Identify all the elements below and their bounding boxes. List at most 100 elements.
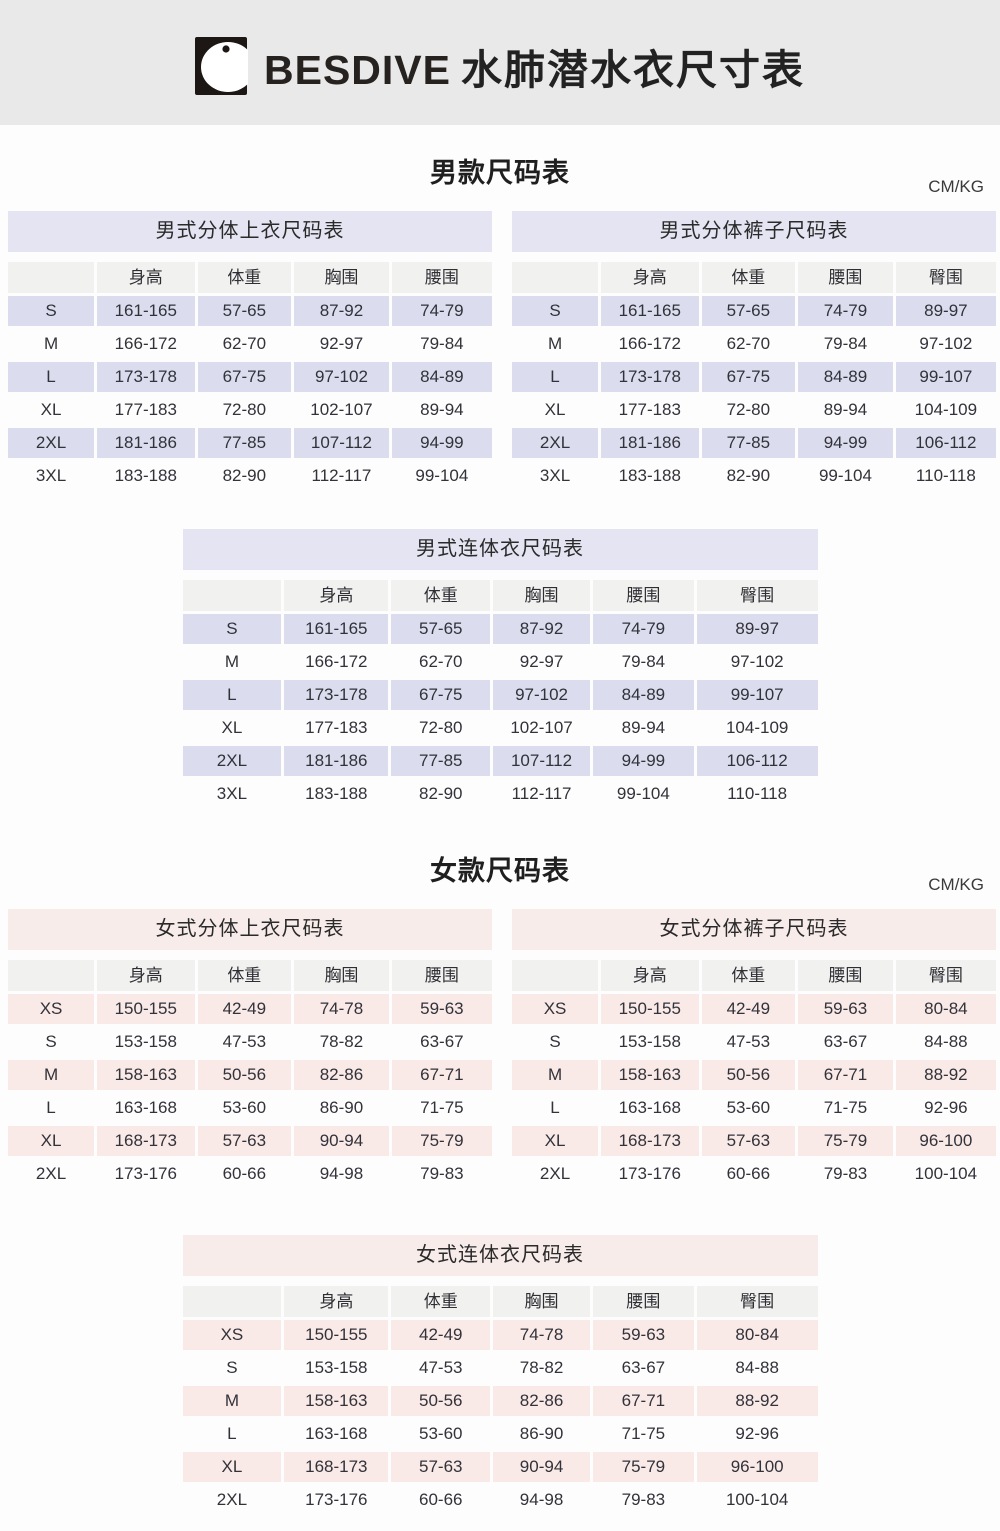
value-cell: 92-96 bbox=[924, 1098, 968, 1117]
value-cell: 79-83 bbox=[621, 1490, 666, 1509]
value-cell: 158-163 bbox=[601, 1060, 699, 1090]
men-unit-label: CM/KG bbox=[928, 177, 984, 196]
value-cell: 78-82 bbox=[519, 1358, 564, 1377]
value-cell: 75-79 bbox=[592, 1452, 694, 1482]
value-cell: 96-100 bbox=[895, 1126, 996, 1156]
size-label-cell: 2XL bbox=[35, 1164, 67, 1183]
size-label-cell: L bbox=[227, 1424, 237, 1443]
size-label-cell: XS bbox=[512, 994, 599, 1024]
value-cell: 53-60 bbox=[222, 1098, 267, 1117]
size-label-cell: S bbox=[549, 1032, 561, 1051]
column-header-cell: 身高 bbox=[601, 960, 699, 991]
value-cell: 67-75 bbox=[197, 362, 292, 392]
men-pants-table: 身高 体重 腰围 臀围 S 161-165 57-65 74-79 89-97 M 166-172 6… bbox=[512, 262, 996, 491]
value-cell: 106-112 bbox=[696, 746, 818, 776]
size-label-cell: 3XL bbox=[539, 466, 571, 485]
column-header-cell: 腰围 bbox=[391, 262, 492, 293]
value-cell: 71-75 bbox=[420, 1098, 464, 1117]
value-cell: 166-172 bbox=[114, 334, 177, 353]
value-cell: 63-67 bbox=[621, 1358, 666, 1377]
size-label-cell: L bbox=[550, 1098, 560, 1117]
size-label-cell: M bbox=[8, 1060, 95, 1090]
value-cell: 60-66 bbox=[726, 1164, 771, 1183]
value-cell: 82-86 bbox=[294, 1060, 389, 1090]
value-cell: 181-186 bbox=[284, 746, 389, 776]
value-cell: 112-117 bbox=[511, 784, 572, 803]
value-cell: 94-98 bbox=[319, 1164, 364, 1183]
value-cell: 97-102 bbox=[294, 362, 389, 392]
value-cell: 96-100 bbox=[696, 1452, 818, 1482]
size-label-cell: M bbox=[512, 1060, 599, 1090]
column-header-cell: 腰围 bbox=[798, 960, 893, 991]
value-cell: 99-104 bbox=[415, 466, 469, 485]
value-cell: 99-107 bbox=[696, 680, 818, 710]
value-cell: 67-71 bbox=[798, 1060, 893, 1090]
top-banner: BESDIVE 水肺潜水衣尺寸表 bbox=[0, 0, 1000, 125]
value-cell: 86-90 bbox=[319, 1098, 364, 1117]
value-cell: 53-60 bbox=[726, 1098, 771, 1117]
column-header-cell bbox=[182, 580, 282, 611]
value-cell: 177-183 bbox=[114, 400, 177, 419]
value-cell: 110-118 bbox=[915, 466, 976, 485]
value-cell: 71-75 bbox=[823, 1098, 868, 1117]
women-split-tables: 女式分体上衣尺码表 身高 体重 胸围 腰围 XS 150-155 42-49 74-78 59-… bbox=[0, 909, 1000, 1189]
value-cell: 72-80 bbox=[222, 400, 267, 419]
banner-title-cn: 水肺潜水衣尺寸表 bbox=[461, 46, 805, 93]
column-header-cell bbox=[8, 262, 95, 293]
size-label-cell: XL bbox=[512, 1126, 599, 1156]
value-cell: 78-82 bbox=[319, 1032, 364, 1051]
value-cell: 42-49 bbox=[701, 994, 796, 1024]
value-cell: 57-65 bbox=[701, 296, 796, 326]
size-label-cell: L bbox=[46, 1098, 56, 1117]
value-cell: 60-66 bbox=[222, 1164, 267, 1183]
value-cell: 99-104 bbox=[818, 466, 872, 485]
size-label-cell: 2XL bbox=[216, 1490, 248, 1509]
value-cell: 79-83 bbox=[420, 1164, 464, 1183]
size-label-cell: M bbox=[547, 334, 563, 353]
column-header-cell bbox=[8, 960, 95, 991]
value-cell: 153-158 bbox=[618, 1032, 681, 1051]
column-header-cell: 腰围 bbox=[592, 580, 694, 611]
value-cell: 161-165 bbox=[601, 296, 699, 326]
value-cell: 90-94 bbox=[294, 1126, 389, 1156]
size-label-cell: 2XL bbox=[8, 428, 95, 458]
value-cell: 163-168 bbox=[305, 1424, 368, 1443]
value-cell: 67-71 bbox=[391, 1060, 492, 1090]
value-cell: 74-79 bbox=[798, 296, 893, 326]
value-cell: 183-188 bbox=[305, 784, 368, 803]
value-cell: 97-102 bbox=[730, 652, 784, 671]
size-label-cell: 3XL bbox=[35, 466, 67, 485]
women-section-title: 女款尺码表 bbox=[430, 856, 570, 886]
brand-name: BESDIVE bbox=[264, 46, 451, 93]
value-cell: 74-78 bbox=[493, 1320, 590, 1350]
women-onepiece-table: 身高 体重 胸围 腰围 臀围 XS 150-155 42-49 74-78 59-63 80-84 S… bbox=[182, 1286, 818, 1515]
value-cell: 173-178 bbox=[601, 362, 699, 392]
value-cell: 150-155 bbox=[284, 1320, 389, 1350]
women-section: 女款尺码表 CM/KG 女式分体上衣尺码表 身高 体重 胸围 腰围 XS 150-155 4… bbox=[0, 849, 1000, 1515]
men-section: 男款尺码表 CM/KG 男式分体上衣尺码表 身高 体重 胸围 腰围 S 161-165 57… bbox=[0, 151, 1000, 809]
value-cell: 163-168 bbox=[114, 1098, 177, 1117]
column-header-cell: 胸围 bbox=[294, 262, 389, 293]
size-label-cell: XL bbox=[221, 718, 243, 737]
value-cell: 57-65 bbox=[391, 614, 491, 644]
value-cell: 94-98 bbox=[519, 1490, 564, 1509]
value-cell: 86-90 bbox=[519, 1424, 564, 1443]
column-header-cell: 胸围 bbox=[493, 580, 590, 611]
value-cell: 173-176 bbox=[618, 1164, 681, 1183]
value-cell: 84-88 bbox=[924, 1032, 968, 1051]
column-header-cell: 体重 bbox=[197, 960, 292, 991]
bestdive-fish-logo-icon bbox=[195, 36, 255, 96]
column-header-cell: 臀围 bbox=[696, 1286, 818, 1317]
value-cell: 77-85 bbox=[197, 428, 292, 458]
value-cell: 80-84 bbox=[696, 1320, 818, 1350]
value-cell: 59-63 bbox=[592, 1320, 694, 1350]
value-cell: 163-168 bbox=[618, 1098, 681, 1117]
value-cell: 72-80 bbox=[726, 400, 771, 419]
value-cell: 53-60 bbox=[419, 1424, 463, 1443]
value-cell: 89-97 bbox=[696, 614, 818, 644]
column-header-cell: 身高 bbox=[601, 262, 699, 293]
size-label-cell: L bbox=[8, 362, 95, 392]
column-header-cell: 体重 bbox=[197, 262, 292, 293]
size-label-cell: 2XL bbox=[182, 746, 282, 776]
value-cell: 166-172 bbox=[305, 652, 368, 671]
